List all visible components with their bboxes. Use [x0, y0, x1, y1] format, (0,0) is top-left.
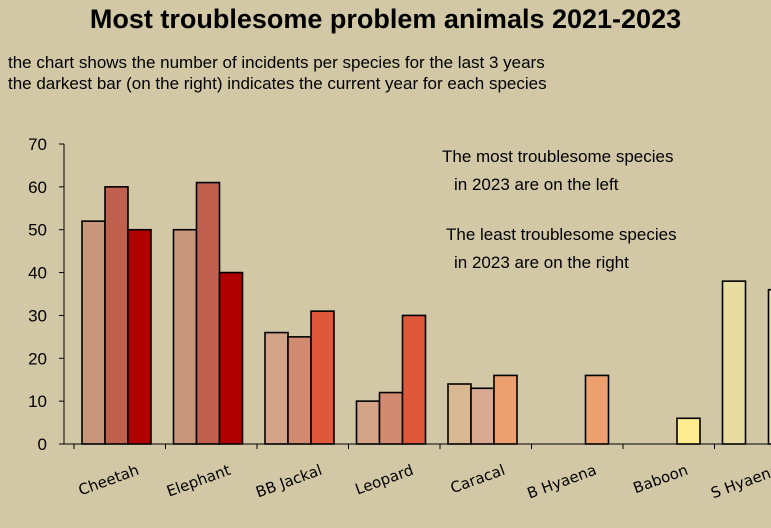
bar-s-hyaena-series-1: [721, 280, 747, 445]
bar-bb-jackal-series-2: [287, 336, 312, 445]
y-tick-label: 60: [28, 178, 47, 197]
annotation-line-2: in 2023 are on the left: [454, 175, 619, 194]
bar-s-hyaena-series-3: [767, 288, 771, 445]
bar-cheetah-series-2: [104, 186, 129, 445]
bar-bb-jackal-series-1: [264, 331, 289, 445]
bar-caracal-series-1: [447, 383, 472, 445]
y-tick-label: 20: [28, 349, 47, 368]
bar-b-hyaena-series-3: [584, 374, 610, 445]
x-category-label: Elephant: [164, 461, 233, 501]
bar-caracal-series-3: [493, 374, 518, 445]
y-tick-label: 50: [28, 221, 47, 240]
y-tick-label: 10: [28, 392, 47, 411]
bar-elephant-series-1: [172, 228, 198, 445]
y-tick-label: 30: [28, 306, 47, 325]
annotation-line-1: The most troublesome species: [442, 147, 674, 166]
bar-elephant-series-3: [218, 271, 244, 445]
bar-cheetah-series-3: [127, 228, 152, 445]
x-category-label: S Hyaena: [708, 461, 771, 502]
bar-leopard-series-1: [355, 400, 381, 445]
chart-subtitle-line-1: the chart shows the number of incidents …: [8, 53, 545, 72]
x-category-label: BB Jackal: [253, 461, 324, 502]
chart-title: Most troublesome problem animals 2021-20…: [89, 4, 682, 34]
y-tick-label: 0: [38, 435, 47, 454]
x-category-label: Baboon: [631, 461, 691, 497]
x-category-label: B Hyaena: [525, 461, 599, 503]
bar-elephant-series-2: [195, 181, 221, 445]
annotation-line-3: The least troublesome species: [446, 225, 677, 244]
y-tick-label: 70: [28, 135, 47, 154]
annotation-line-4: in 2023 are on the right: [454, 253, 629, 272]
bar-bb-jackal-series-3: [310, 310, 335, 445]
x-category-label: Caracal: [448, 461, 507, 497]
chart-subtitle-line-2: the darkest bar (on the right) indicates…: [8, 74, 547, 93]
x-category-label: Leopard: [353, 461, 416, 499]
bar-baboon-series-3: [676, 417, 701, 445]
bar-caracal-series-2: [470, 387, 495, 445]
bar-cheetah-series-1: [81, 220, 106, 445]
y-tick-label: 40: [28, 264, 47, 283]
bar-leopard-series-3: [401, 314, 427, 445]
x-category-label: Cheetah: [76, 461, 141, 499]
bar-leopard-series-2: [378, 391, 404, 445]
